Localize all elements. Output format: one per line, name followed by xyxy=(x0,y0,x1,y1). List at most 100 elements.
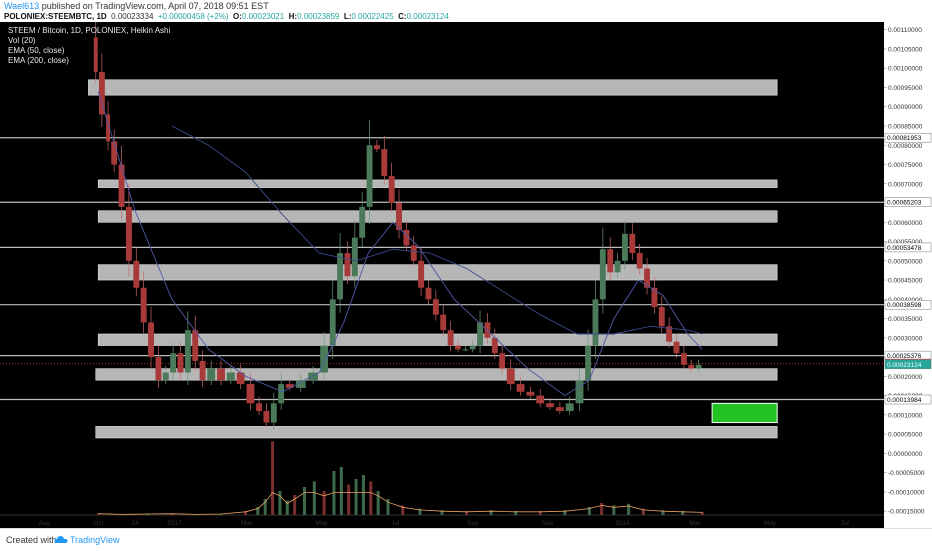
price-chart[interactable]: 0.00110000 0.00105000 0.00100000 0.00095000… xyxy=(0,21,932,528)
support-resistance-zone[interactable] xyxy=(95,426,778,439)
candle-body xyxy=(184,330,191,373)
candle-body xyxy=(680,353,687,365)
volume-bar xyxy=(563,510,567,515)
price-axis-label: 0.00035000 xyxy=(888,316,923,323)
candle-body xyxy=(658,307,665,327)
candle-body xyxy=(469,345,476,350)
candle-body xyxy=(447,330,454,346)
candle-body xyxy=(140,287,147,323)
low-value: 0.00022425 xyxy=(351,12,394,21)
price-axis-label: 0.00005000 xyxy=(888,432,923,439)
price-axis: 0.00110000 0.00105000 0.00100000 0.00095000… xyxy=(884,27,925,516)
volume-bar xyxy=(600,503,604,515)
chart-legend-title: STEEM / Bitcoin, 1D, POLONIEX, Heikin As… xyxy=(8,26,171,35)
candle-body xyxy=(285,384,294,388)
support-resistance-zone[interactable] xyxy=(97,333,778,346)
volume-bar xyxy=(489,510,493,515)
candle-body xyxy=(432,299,439,315)
candle-body xyxy=(565,403,574,412)
candle-body xyxy=(695,364,702,369)
volume-bar xyxy=(681,511,685,515)
volume-bar xyxy=(386,499,390,515)
volume-bar xyxy=(256,507,260,515)
price-axis-label: 0.00095000 xyxy=(888,85,923,92)
price-axis-label: 0.00085000 xyxy=(888,123,923,130)
volume-bar xyxy=(271,441,275,515)
candle-body xyxy=(162,372,169,381)
time-axis-label: Mar xyxy=(689,520,701,527)
tradingview-brand-link[interactable]: TradingView xyxy=(70,535,120,545)
price-axis-label: 0.00020000 xyxy=(888,374,923,381)
price-label-box xyxy=(884,359,932,370)
time-axis-label: May xyxy=(316,520,329,527)
candle-body xyxy=(192,330,199,361)
candle-body xyxy=(155,357,162,381)
low-label: L: xyxy=(343,12,352,21)
time-axis-label: Oct xyxy=(93,520,103,527)
publish-text: published on TradingView.com, April 07, … xyxy=(41,1,269,11)
legend-indicator-ema200[interactable]: EMA (200, close) xyxy=(8,56,69,65)
price-axis-label: 0.00045000 xyxy=(888,278,923,285)
volume-bar xyxy=(278,491,282,515)
candle-body xyxy=(555,407,564,412)
volume-bar xyxy=(170,513,174,515)
support-resistance-zone[interactable] xyxy=(95,368,778,381)
author-link[interactable]: Wael613 xyxy=(4,1,40,11)
chart-header: Wael613 published on TradingView.com, Ap… xyxy=(0,0,932,22)
tradingview-cloud-icon xyxy=(54,536,68,543)
candle-body xyxy=(491,337,498,354)
candle-body xyxy=(106,114,111,142)
price-label-text: 0.00081953 xyxy=(887,135,922,142)
price-change: +0.00000458 (+2%) xyxy=(157,12,229,21)
volume-bar xyxy=(302,487,306,515)
candle-body xyxy=(526,391,535,396)
price-axis-label: 0.00075000 xyxy=(888,162,923,169)
time-axis-label: Jul xyxy=(391,520,400,527)
publish-info: Wael613 published on TradingView.com, Ap… xyxy=(4,1,269,11)
footer: Created with TradingView xyxy=(0,528,932,551)
candle-body xyxy=(651,287,658,308)
open-label: O: xyxy=(233,12,242,21)
support-resistance-zone[interactable] xyxy=(88,79,778,96)
ema-200-line xyxy=(171,125,703,335)
candle-body xyxy=(148,322,154,358)
candle-body xyxy=(351,237,358,277)
candle-body xyxy=(170,353,177,373)
volume-bar xyxy=(293,495,297,515)
price-label-box xyxy=(884,197,932,207)
zone-layer xyxy=(88,79,778,439)
candle-body xyxy=(359,206,366,238)
volume-bar xyxy=(641,508,645,515)
time-axis-label: 2018 xyxy=(615,520,630,527)
volume-bar xyxy=(440,510,444,515)
price-label-layer: 0.00081953 0.00065203 0.00053478 0.00038598… xyxy=(884,132,932,405)
candle-body xyxy=(344,253,351,277)
close-label: C: xyxy=(398,12,407,21)
price-label-box xyxy=(884,299,932,310)
price-axis-label: 0.00060000 xyxy=(888,220,923,227)
candle-body xyxy=(666,326,673,342)
support-resistance-zone[interactable] xyxy=(97,179,778,188)
price-label-box xyxy=(884,394,932,405)
volume-bar xyxy=(347,484,351,515)
target-zone-box[interactable] xyxy=(711,402,778,424)
candle-body xyxy=(506,368,515,385)
price-axis-label: 0.00110000 xyxy=(888,27,922,34)
candle-body xyxy=(546,403,554,408)
candle-body xyxy=(270,403,277,423)
support-resistance-zone[interactable] xyxy=(97,210,778,223)
price-axis-label: 0.00105000 xyxy=(888,46,923,53)
candle-body xyxy=(320,345,329,373)
price-axis-label: 0.00055000 xyxy=(888,239,923,246)
legend-indicator-ema50[interactable]: EMA (50, close) xyxy=(8,46,65,55)
volume-bar xyxy=(401,505,405,515)
chart-area[interactable]: 0.00110000 0.00105000 0.00100000 0.00095000… xyxy=(0,21,932,528)
hline-layer xyxy=(0,137,884,401)
legend-indicator-volume[interactable]: Vol (20) xyxy=(8,36,36,45)
support-resistance-zone[interactable] xyxy=(97,264,778,281)
candle-body xyxy=(93,37,98,73)
volume-bar xyxy=(587,507,591,515)
price-axis-label: 0.00010000 xyxy=(888,412,923,419)
ema-50-line xyxy=(97,91,703,397)
volume-moving-average-line xyxy=(98,492,703,515)
